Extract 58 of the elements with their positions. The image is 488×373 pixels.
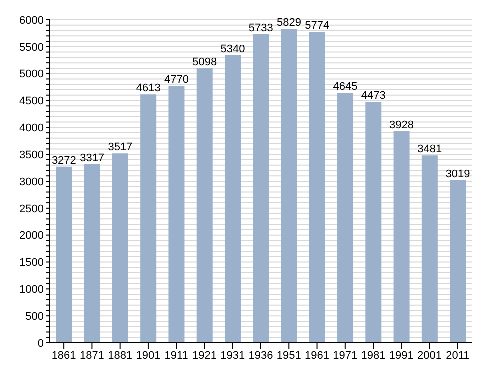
bar (253, 34, 270, 343)
bar (112, 154, 128, 343)
x-tick-label: 2011 (446, 350, 470, 362)
data-label: 4645 (333, 80, 358, 93)
bar (56, 166, 72, 343)
data-label: 3317 (80, 152, 105, 164)
x-tick-label: 1921 (192, 350, 217, 362)
bar (309, 32, 326, 343)
data-label: 3517 (108, 142, 133, 154)
y-tick-label: 5000 (20, 68, 44, 81)
y-tick-label: 2000 (20, 230, 44, 242)
x-tick-label: 1951 (276, 350, 302, 362)
bar (84, 164, 100, 343)
y-tick-label: 3500 (20, 149, 44, 162)
bar (450, 180, 466, 343)
y-tick-label: 5500 (20, 42, 44, 54)
y-tick-label: 0 (38, 338, 44, 350)
bar (366, 102, 382, 343)
x-tick-label: 1911 (164, 350, 188, 362)
bar (168, 86, 185, 343)
y-tick-label: 1000 (20, 284, 44, 296)
x-tick-label: 1931 (220, 350, 246, 362)
x-tick-label: 1871 (80, 350, 104, 362)
x-tick-label: 1881 (108, 350, 133, 362)
x-tick-label: 1991 (389, 350, 414, 362)
bar (394, 132, 410, 343)
data-label: 3481 (418, 144, 442, 156)
bar (224, 56, 241, 343)
bar (422, 156, 438, 343)
x-tick-label: 1981 (361, 350, 386, 362)
data-label: 5340 (220, 44, 246, 56)
data-label: 3928 (390, 120, 414, 132)
x-tick-label: 2001 (418, 350, 442, 362)
y-tick-label: 1500 (20, 257, 44, 270)
bar (140, 94, 157, 343)
bar (281, 29, 298, 343)
data-label: 5774 (305, 20, 330, 32)
y-tick-label: 6000 (20, 14, 44, 27)
x-tick-label: 1901 (136, 350, 161, 362)
y-tick-label: 4500 (20, 96, 44, 108)
y-tick-label: 4000 (20, 122, 44, 135)
data-label: 5829 (277, 17, 302, 30)
x-tick-label: 1936 (248, 350, 274, 362)
bar (196, 68, 213, 343)
data-label: 5733 (248, 22, 274, 34)
y-tick-label: 500 (26, 310, 44, 323)
data-label: 3272 (52, 154, 76, 167)
data-label: 4473 (361, 90, 386, 102)
data-label: 5098 (192, 56, 218, 69)
y-tick-label: 3000 (20, 176, 44, 188)
data-label: 4770 (164, 74, 189, 86)
bar (338, 92, 354, 343)
data-label: 3019 (446, 168, 470, 180)
x-tick-label: 1971 (333, 350, 358, 362)
x-tick-label: 1861 (52, 350, 76, 362)
x-tick-label: 1961 (305, 350, 330, 362)
data-label: 4613 (136, 82, 161, 95)
y-tick-label: 2500 (20, 203, 44, 216)
